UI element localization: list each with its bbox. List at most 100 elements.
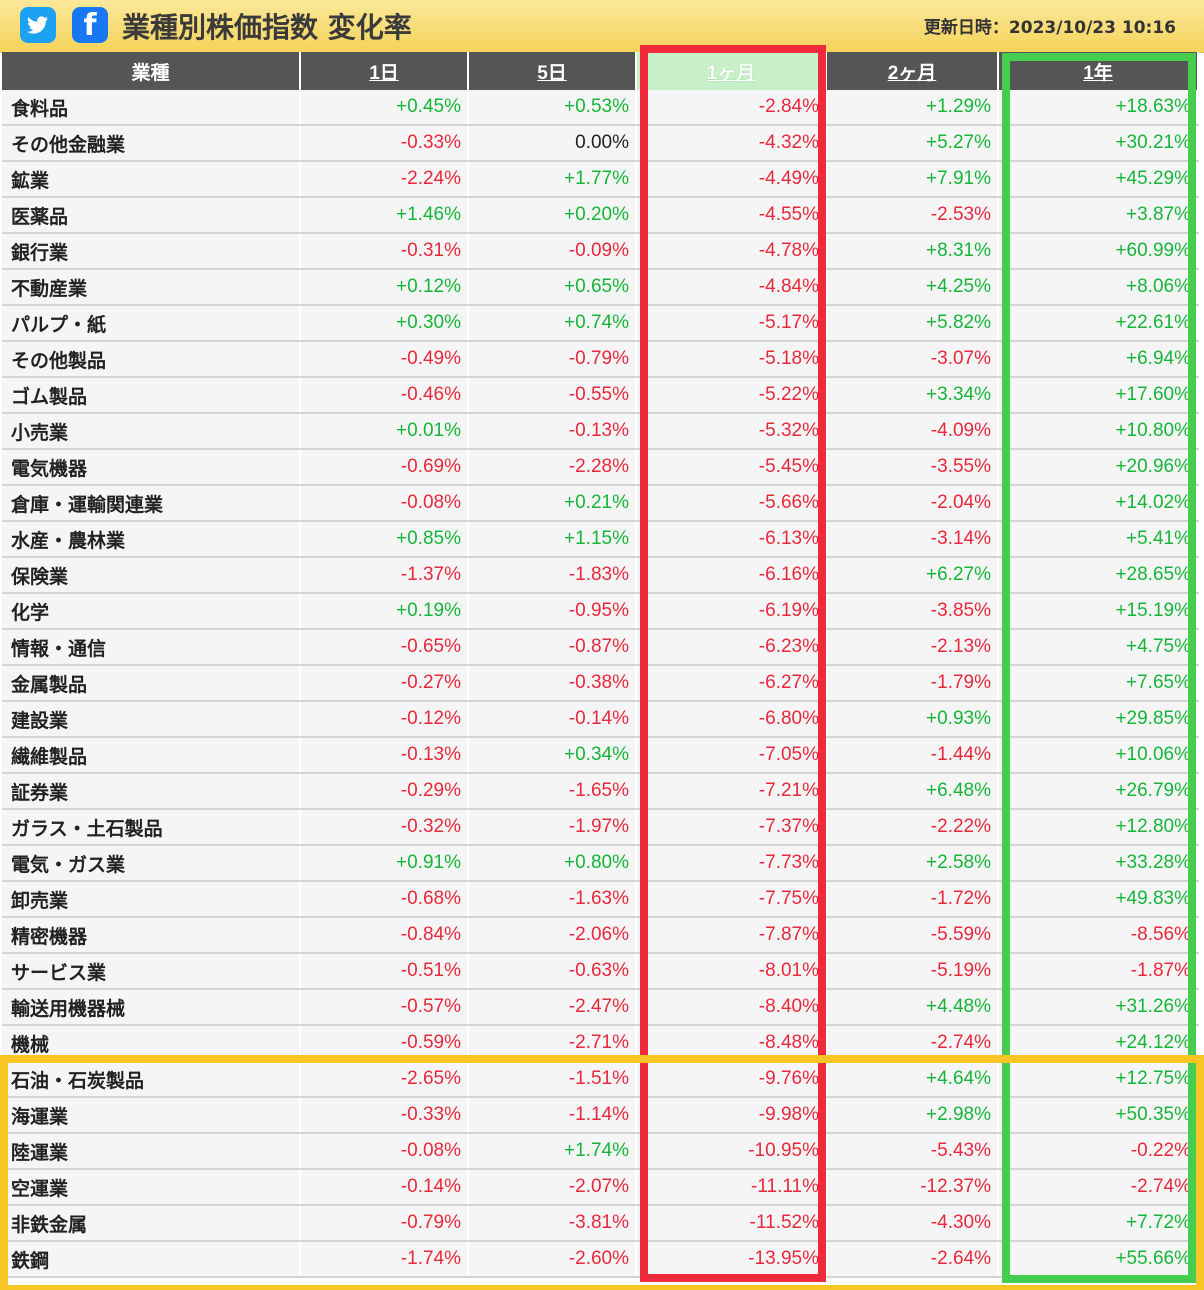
table-row: 食料品 +0.45% +0.53% -2.84% +1.29% +18.63% — [2, 90, 1199, 126]
change-1month-cell: -6.23% — [636, 629, 827, 666]
change-1year-cell: +6.94% — [998, 341, 1199, 378]
table-row: 鉄鋼 -1.74% -2.60% -13.95% -2.64% +55.66% — [2, 1241, 1199, 1278]
change-1year-cell: +18.63% — [998, 90, 1199, 126]
change-1day-cell: -0.68% — [300, 881, 469, 918]
sector-name-cell: 鉄鋼 — [2, 1241, 301, 1278]
change-5day-cell: -2.71% — [468, 1025, 637, 1062]
table-row: 不動産業 +0.12% +0.65% -4.84% +4.25% +8.06% — [2, 269, 1199, 306]
change-1year-cell: +5.41% — [998, 521, 1199, 558]
change-1month-cell: -5.17% — [636, 305, 827, 342]
table-row: 繊維製品 -0.13% +0.34% -7.05% -1.44% +10.06% — [2, 737, 1199, 774]
table-row: 輸送用機器械 -0.57% -2.47% -8.40% +4.48% +31.26% — [2, 989, 1199, 1026]
change-5day-cell: -2.07% — [468, 1169, 637, 1206]
change-1month-cell: -4.55% — [636, 197, 827, 234]
change-1day-cell: -0.51% — [300, 953, 469, 990]
change-5day-cell: 0.00% — [468, 125, 637, 162]
change-1month-cell: -6.16% — [636, 557, 827, 594]
change-1day-cell: -0.32% — [300, 809, 469, 846]
column-header-1day[interactable]: 1日 — [300, 52, 469, 90]
table-row: 銀行業 -0.31% -0.09% -4.78% +8.31% +60.99% — [2, 233, 1199, 270]
column-header-1month[interactable]: 1ヶ月 — [636, 52, 827, 90]
change-5day-cell: +0.65% — [468, 269, 637, 306]
change-5day-cell: -0.38% — [468, 665, 637, 702]
table-row: その他製品 -0.49% -0.79% -5.18% -3.07% +6.94% — [2, 341, 1199, 378]
change-5day-cell: +0.20% — [468, 197, 637, 234]
table-row: ゴム製品 -0.46% -0.55% -5.22% +3.34% +17.60% — [2, 377, 1199, 414]
change-1year-cell: +20.96% — [998, 449, 1199, 486]
change-1day-cell: -0.29% — [300, 773, 469, 810]
change-1month-cell: -7.37% — [636, 809, 827, 846]
change-1day-cell: -0.08% — [300, 485, 469, 522]
sector-name-cell: 石油・石炭製品 — [2, 1061, 301, 1098]
change-5day-cell: -2.28% — [468, 449, 637, 486]
column-header-sector: 業種 — [2, 52, 301, 90]
change-2month-cell: +1.29% — [826, 90, 999, 126]
sector-name-cell: 電気・ガス業 — [2, 845, 301, 882]
change-1month-cell: -4.78% — [636, 233, 827, 270]
change-1day-cell: -0.57% — [300, 989, 469, 1026]
change-1year-cell: +24.12% — [998, 1025, 1199, 1062]
change-5day-cell: +0.53% — [468, 90, 637, 126]
table-row: 海運業 -0.33% -1.14% -9.98% +2.98% +50.35% — [2, 1097, 1199, 1134]
sector-name-cell: 不動産業 — [2, 269, 301, 306]
change-2month-cell: +4.64% — [826, 1061, 999, 1098]
change-1day-cell: +1.46% — [300, 197, 469, 234]
change-2month-cell: -3.85% — [826, 593, 999, 630]
change-1year-cell: +50.35% — [998, 1097, 1199, 1134]
change-5day-cell: -0.79% — [468, 341, 637, 378]
change-1month-cell: -11.11% — [636, 1169, 827, 1206]
change-1day-cell: +0.30% — [300, 305, 469, 342]
change-1day-cell: +0.45% — [300, 90, 469, 126]
change-1day-cell: -0.27% — [300, 665, 469, 702]
table-row: 電気機器 -0.69% -2.28% -5.45% -3.55% +20.96% — [2, 449, 1199, 486]
change-5day-cell: -2.60% — [468, 1241, 637, 1278]
column-header-1year[interactable]: 1年 — [998, 52, 1199, 90]
column-header-2month[interactable]: 2ヶ月 — [826, 52, 999, 90]
change-1day-cell: -0.46% — [300, 377, 469, 414]
change-1day-cell: +0.91% — [300, 845, 469, 882]
table-body: 食料品 +0.45% +0.53% -2.84% +1.29% +18.63% その他金融業… — [2, 90, 1199, 1278]
table-row: その他金融業 -0.33% 0.00% -4.32% +5.27% +30.21% — [2, 125, 1199, 162]
change-1year-cell: +10.06% — [998, 737, 1199, 774]
twitter-icon[interactable] — [20, 7, 56, 43]
change-1year-cell: +7.65% — [998, 665, 1199, 702]
change-1year-cell: +12.75% — [998, 1061, 1199, 1098]
change-1day-cell: -1.37% — [300, 557, 469, 594]
change-5day-cell: -0.14% — [468, 701, 637, 738]
page-title: 業種別株価指数 変化率 — [122, 11, 412, 44]
change-1day-cell: +0.12% — [300, 269, 469, 306]
change-1day-cell: -0.08% — [300, 1133, 469, 1170]
change-1year-cell: +12.80% — [998, 809, 1199, 846]
change-5day-cell: -2.47% — [468, 989, 637, 1026]
change-1day-cell: -0.69% — [300, 449, 469, 486]
sector-name-cell: 水産・農林業 — [2, 521, 301, 558]
change-1year-cell: +28.65% — [998, 557, 1199, 594]
table-row: 医薬品 +1.46% +0.20% -4.55% -2.53% +3.87% — [2, 197, 1199, 234]
change-1day-cell: +0.19% — [300, 593, 469, 630]
change-5day-cell: -1.97% — [468, 809, 637, 846]
table-row: サービス業 -0.51% -0.63% -8.01% -5.19% -1.87% — [2, 953, 1199, 990]
change-5day-cell: +1.74% — [468, 1133, 637, 1170]
facebook-icon[interactable]: f — [72, 7, 108, 43]
change-2month-cell: -5.19% — [826, 953, 999, 990]
change-5day-cell: +1.15% — [468, 521, 637, 558]
change-1day-cell: -0.33% — [300, 125, 469, 162]
column-header-5day[interactable]: 5日 — [468, 52, 637, 90]
change-2month-cell: +5.82% — [826, 305, 999, 342]
table-row: 機械 -0.59% -2.71% -8.48% -2.74% +24.12% — [2, 1025, 1199, 1062]
change-1month-cell: -4.49% — [636, 161, 827, 198]
change-5day-cell: +0.80% — [468, 845, 637, 882]
change-5day-cell: -0.09% — [468, 233, 637, 270]
change-1day-cell: -0.33% — [300, 1097, 469, 1134]
sector-name-cell: 建設業 — [2, 701, 301, 738]
change-2month-cell: +3.34% — [826, 377, 999, 414]
change-2month-cell: -12.37% — [826, 1169, 999, 1206]
change-2month-cell: -3.07% — [826, 341, 999, 378]
change-1month-cell: -7.87% — [636, 917, 827, 954]
table-row: 化学 +0.19% -0.95% -6.19% -3.85% +15.19% — [2, 593, 1199, 630]
change-2month-cell: -2.53% — [826, 197, 999, 234]
change-5day-cell: -2.06% — [468, 917, 637, 954]
table-row: 陸運業 -0.08% +1.74% -10.95% -5.43% -0.22% — [2, 1133, 1199, 1170]
sector-name-cell: 化学 — [2, 593, 301, 630]
table-row: 保険業 -1.37% -1.83% -6.16% +6.27% +28.65% — [2, 557, 1199, 594]
